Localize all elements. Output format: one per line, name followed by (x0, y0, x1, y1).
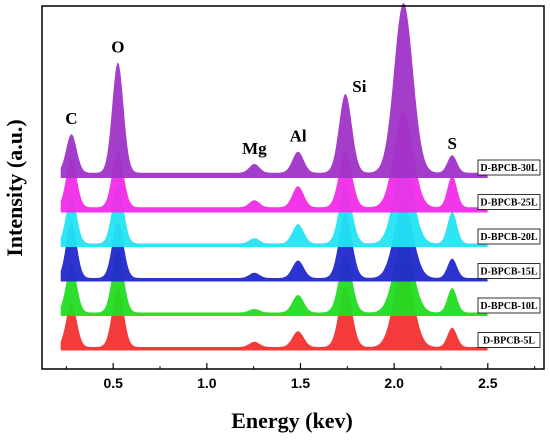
y-axis-title: Intensity (a.u.) (2, 119, 27, 257)
peak-label-si: Si (352, 77, 366, 96)
series-label-box (477, 228, 541, 245)
series-label: D-BPCB-5L (483, 336, 536, 347)
series-label-box (477, 194, 541, 210)
x-tick-label: 1.5 (291, 375, 311, 391)
x-tick-label: 1.0 (197, 375, 217, 391)
series-labels: D-BPCB-5L D-BPCB-10L D-BPCB-15L D-BPCB-20L D… (477, 159, 541, 348)
series-label-box (477, 332, 541, 348)
x-tick-label: 2.5 (478, 375, 498, 391)
peak-labels: COMgAlSiPtS (65, 38, 457, 159)
peak-label-o: O (111, 38, 124, 57)
series-label: D-BPCB-30L (480, 163, 538, 174)
series-label: D-BPCB-15L (480, 267, 538, 278)
peak-label-c: C (65, 109, 77, 128)
peak-label-s: S (447, 134, 456, 153)
series-label: D-BPCB-20L (480, 232, 538, 243)
x-axis-ticks: 0.5 1.0 1.5 2.0 2.5 (65, 363, 536, 391)
spectra-areas (60, 3, 488, 351)
series-area-d-bpcb-30l (60, 3, 488, 178)
peak-label-mg: Mg (242, 139, 267, 158)
peak-label-al: Al (290, 127, 307, 146)
x-axis-title: Energy (kev) (231, 408, 353, 433)
series-label-box (477, 297, 541, 314)
series-label: D-BPCB-10L (480, 301, 538, 312)
x-tick-label: 0.5 (103, 375, 123, 391)
series-label: D-BPCB-25L (480, 198, 538, 209)
series-label-box (477, 263, 541, 279)
plot-frame (41, 5, 545, 370)
x-tick-label: 2.0 (384, 375, 404, 391)
series-label-box (477, 159, 541, 176)
